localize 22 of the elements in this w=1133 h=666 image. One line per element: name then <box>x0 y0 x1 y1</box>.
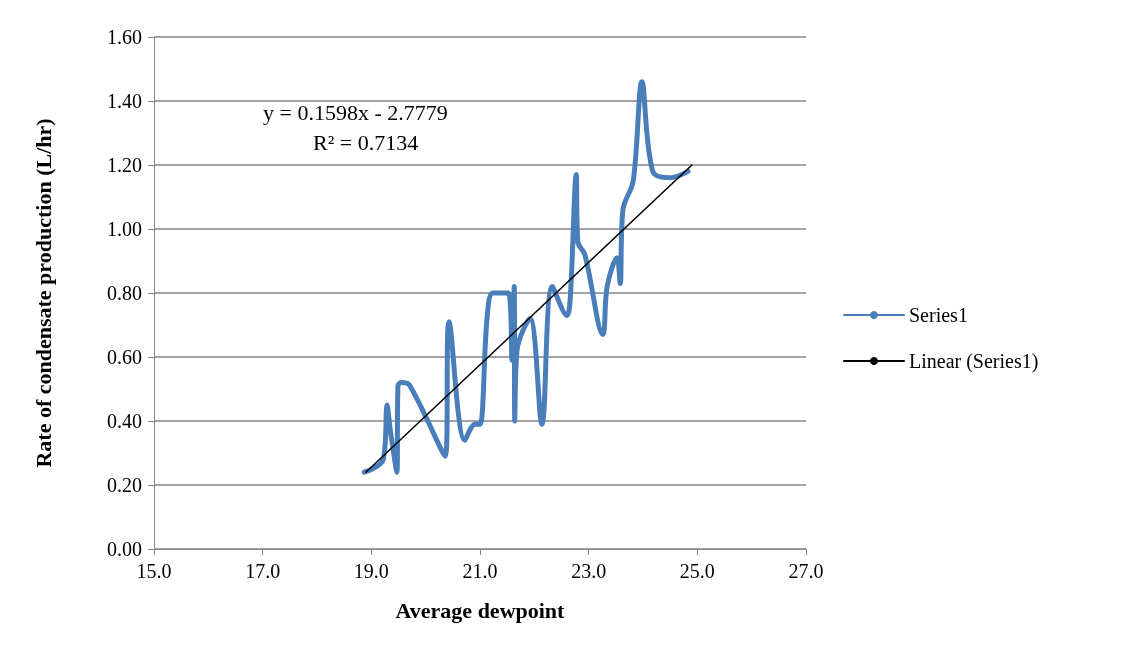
x-tick-label: 21.0 <box>462 560 498 582</box>
y-tick-label: 1.40 <box>107 90 142 112</box>
x-tick-label: 17.0 <box>245 560 281 582</box>
y-tick-label: 0.40 <box>107 410 142 432</box>
y-tick-label: 0.60 <box>107 346 142 368</box>
x-tick-label: 23.0 <box>571 560 607 582</box>
y-tick-label: 1.20 <box>107 154 142 176</box>
y-tick-label: 1.00 <box>107 218 142 240</box>
x-tick-label: 25.0 <box>679 560 715 582</box>
y-tick-label: 1.60 <box>107 26 142 48</box>
legend-label: Linear (Series1) <box>909 350 1039 373</box>
y-tick-label: 0.20 <box>107 474 142 496</box>
y-tick-label: 0.80 <box>107 282 142 304</box>
x-tick-label: 15.0 <box>136 560 172 582</box>
legend-label: Series1 <box>909 304 968 326</box>
annotation: R² = 0.7134 <box>313 129 419 155</box>
y-tick-label: 0.00 <box>107 538 142 560</box>
x-axis-title: Average dewpoint <box>395 597 566 623</box>
x-tick-label: 27.0 <box>788 560 824 582</box>
x-tick-label: 19.0 <box>353 560 389 582</box>
annotation: y = 0.1598x - 2.7779 <box>263 99 448 125</box>
y-axis-title: Rate of condensate production (L/hr) <box>30 118 56 468</box>
